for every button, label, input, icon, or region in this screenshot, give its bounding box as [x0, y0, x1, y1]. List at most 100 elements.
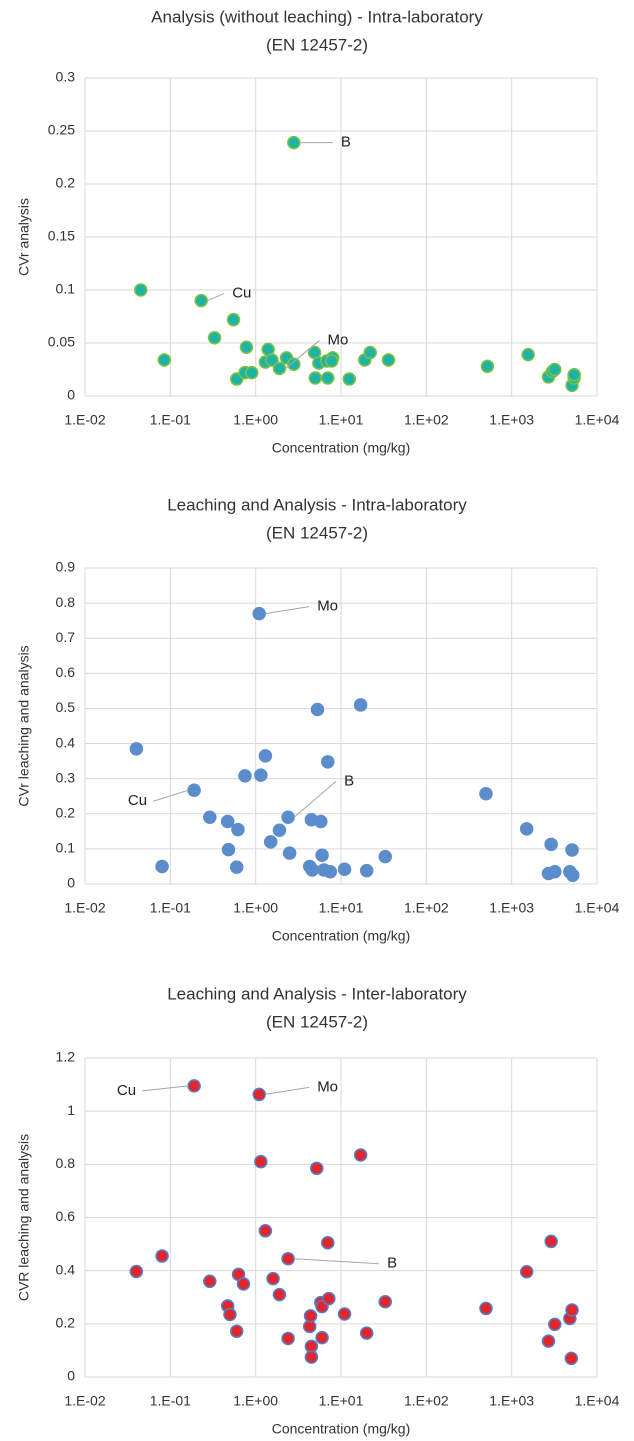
data-point — [133, 283, 148, 297]
x-tick-label: 1.E+01 — [319, 900, 364, 916]
y-tick-label: 0.3 — [56, 69, 76, 85]
x-tick-label: 1.E-01 — [150, 1393, 191, 1409]
annotation-leader — [265, 1086, 310, 1095]
y-axis-label: CVr leaching and analysis — [16, 645, 32, 806]
data-point — [521, 347, 535, 362]
x-axis-label: Concentration (mg/kg) — [272, 928, 411, 944]
data-point — [564, 1351, 579, 1366]
data-point — [337, 862, 352, 877]
y-tick-label: 0.25 — [48, 122, 75, 138]
y-tick-label: 0.8 — [56, 594, 76, 610]
x-tick-label: 1.E-01 — [150, 412, 191, 428]
y-tick-label: 0.5 — [56, 699, 76, 715]
annotation: Mo — [327, 331, 348, 348]
annotation-leader — [152, 789, 189, 802]
y-tick-label: 0.7 — [56, 629, 76, 645]
y-tick-label: 0.4 — [56, 1261, 76, 1277]
annotation: Mo — [317, 598, 338, 615]
x-tick-label: 1.E+02 — [404, 412, 449, 428]
data-point — [544, 1234, 558, 1249]
data-point — [342, 372, 357, 386]
y-tick-label: 0.2 — [56, 1315, 76, 1331]
annotation-leader — [294, 1258, 380, 1265]
data-point — [236, 1277, 251, 1291]
annotation-leader — [142, 1085, 189, 1092]
chart-subtitle: (EN 12457-2) — [266, 35, 368, 54]
data-point — [229, 1324, 244, 1339]
data-point — [245, 365, 259, 380]
data-point — [310, 702, 325, 717]
data-point — [258, 749, 273, 763]
data-point — [287, 135, 301, 150]
data-point — [359, 863, 374, 878]
data-point — [282, 846, 297, 860]
data-point — [281, 1251, 295, 1266]
data-point — [480, 359, 495, 374]
annotation-leader — [265, 606, 310, 615]
data-point — [479, 1301, 493, 1316]
data-point — [321, 755, 335, 769]
annotation: Mo — [317, 1078, 338, 1095]
data-point — [519, 822, 534, 836]
data-point — [254, 768, 268, 782]
annotation-leader — [285, 340, 320, 369]
data-point — [129, 1264, 144, 1279]
data-point — [305, 863, 319, 877]
data-point — [314, 814, 328, 829]
y-tick-label: 0.8 — [56, 1155, 76, 1171]
data-point — [479, 787, 493, 801]
data-point — [263, 835, 278, 849]
y-tick-label: 0.2 — [56, 804, 76, 820]
annotation: Cu — [117, 1082, 136, 1099]
data-point — [155, 1249, 169, 1263]
x-tick-label: 1.E+01 — [319, 1393, 364, 1409]
y-tick-label: 0 — [67, 387, 75, 403]
chart-panel: Analysis (without leaching) - Intra-labo… — [16, 7, 620, 455]
y-tick-label: 1 — [67, 1102, 75, 1118]
data-point — [252, 606, 266, 621]
data-point — [187, 1079, 201, 1093]
chart-title: Leaching and Analysis - Inter-laboratory — [167, 984, 467, 1003]
annotation: B — [341, 134, 351, 151]
data-point — [315, 1330, 329, 1345]
y-tick-label: 1.2 — [56, 1049, 76, 1065]
data-point — [258, 1224, 273, 1238]
x-tick-label: 1.E+00 — [233, 412, 278, 428]
chart-subtitle: (EN 12457-2) — [266, 1012, 368, 1031]
data-point — [281, 810, 295, 825]
y-tick-label: 0.4 — [56, 734, 76, 750]
chart-panel: Leaching and Analysis - Intra-laboratory… — [16, 495, 620, 943]
data-point — [548, 1317, 562, 1332]
chart-subtitle: (EN 12457-2) — [266, 523, 368, 542]
x-tick-label: 1.E+02 — [404, 900, 449, 916]
data-point — [566, 868, 580, 882]
data-point — [567, 368, 581, 382]
x-tick-label: 1.E-01 — [150, 900, 191, 916]
x-tick-label: 1.E-02 — [64, 412, 105, 428]
data-point — [272, 361, 287, 376]
data-point — [381, 353, 396, 367]
y-tick-label: 0 — [67, 875, 75, 891]
chart-panel: Leaching and Analysis - Inter-laboratory… — [16, 984, 620, 1436]
annotation: B — [387, 1255, 397, 1272]
data-point — [155, 859, 169, 874]
data-point — [239, 340, 254, 354]
chart-title: Leaching and Analysis - Intra-laboratory — [167, 495, 467, 514]
data-point — [337, 1307, 352, 1321]
y-tick-label: 0.1 — [56, 840, 76, 856]
x-tick-label: 1.E-02 — [64, 900, 105, 916]
data-point — [238, 769, 252, 783]
data-point — [363, 345, 377, 360]
data-point — [548, 864, 562, 879]
data-point — [272, 1287, 287, 1302]
x-tick-label: 1.E+04 — [575, 412, 620, 428]
annotation: B — [344, 772, 354, 789]
data-point — [223, 1307, 237, 1322]
data-point — [265, 353, 279, 367]
x-axis-label: Concentration (mg/kg) — [272, 1421, 411, 1437]
x-tick-label: 1.E+03 — [489, 900, 534, 916]
annotation: Cu — [128, 792, 147, 809]
y-tick-label: 0.1 — [56, 281, 76, 297]
y-tick-label: 0.05 — [48, 334, 75, 350]
